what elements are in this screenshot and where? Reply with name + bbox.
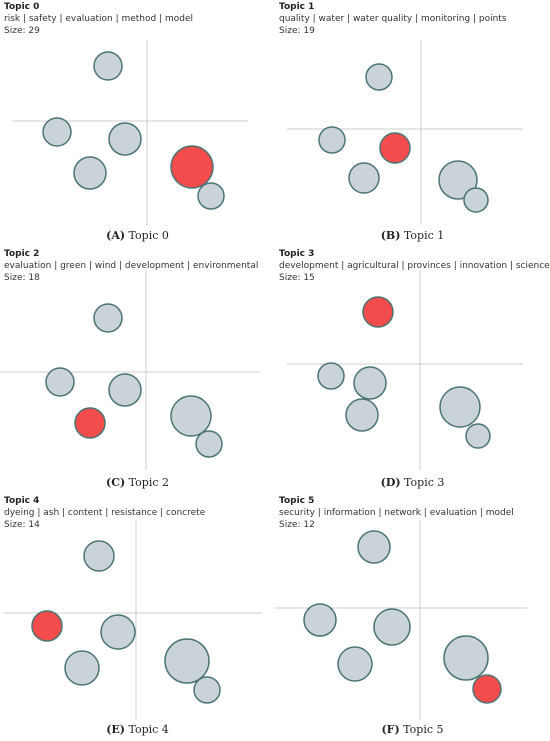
panel-letter: (B) [380, 229, 401, 242]
panel-keywords: evaluation | green | wind | development … [4, 261, 259, 271]
topic-plot [0, 270, 260, 470]
panel-caption-text: Topic 5 [399, 723, 444, 736]
topic-bubble [348, 162, 380, 194]
topic-bubble [193, 676, 221, 704]
panel-size: Size: 18 [4, 273, 40, 283]
topic-bubble [83, 540, 115, 572]
panel-caption: (A) Topic 0 [0, 229, 275, 242]
highlighted-topic-bubble [379, 132, 411, 164]
panel-caption-text: Topic 1 [400, 229, 445, 242]
highlighted-topic-bubble [31, 610, 63, 642]
panel-size: Size: 29 [4, 26, 40, 36]
panel-title: Topic 4 [4, 496, 40, 506]
topic-bubble [45, 367, 75, 397]
topic-bubble [73, 156, 107, 190]
topic-plot [4, 520, 262, 720]
panel-letter: (E) [106, 723, 125, 736]
topic-bubble [195, 430, 223, 458]
topic-plot [12, 40, 248, 225]
panel-caption: (E) Topic 4 [0, 723, 275, 736]
panel-caption-text: Topic 0 [125, 229, 169, 242]
topic-bubble [353, 366, 387, 400]
topic-bubble [439, 386, 481, 428]
panel-letter: (F) [381, 723, 400, 736]
panel-caption: (B) Topic 1 [275, 229, 550, 242]
topic-bubble [170, 395, 212, 437]
topic-bubble [197, 182, 225, 210]
topic-plot [275, 520, 527, 720]
topic-bubble [108, 122, 142, 156]
panel-keywords: development | agricultural | provinces |… [279, 261, 550, 271]
panel-caption-text: Topic 2 [125, 476, 169, 489]
topic-panel: Topic 5 security | information | network … [275, 494, 550, 741]
panel-letter: (D) [380, 476, 401, 489]
panel-title: Topic 3 [279, 249, 315, 259]
topic-bubble [164, 638, 210, 684]
panel-keywords: security | information | network | evalu… [279, 508, 514, 518]
topic-bubble [357, 530, 391, 564]
topic-panel: Topic 3 development | agricultural | prov… [275, 247, 550, 494]
panel-caption-text: Topic 3 [400, 476, 445, 489]
topic-bubble [465, 423, 491, 449]
panel-size: Size: 19 [279, 26, 315, 36]
topic-bubble [42, 117, 72, 147]
panel-title: Topic 2 [4, 249, 40, 259]
topic-bubble [443, 635, 489, 681]
panel-keywords: risk | safety | evaluation | method | mo… [4, 14, 193, 24]
panel-size: Size: 12 [279, 520, 315, 530]
topic-bubble [345, 398, 379, 432]
panel-letter: (A) [106, 229, 126, 242]
topic-panel: Topic 4 dyeing | ash | content | resistan… [0, 494, 275, 741]
panel-title: Topic 5 [279, 496, 315, 506]
panel-keywords: quality | water | water quality | monito… [279, 14, 507, 24]
topic-panel: Topic 0 risk | safety | evaluation | meth… [0, 0, 275, 247]
highlighted-topic-bubble [472, 674, 502, 704]
topic-bubble [100, 614, 136, 650]
panel-letter: (C) [106, 476, 126, 489]
topic-bubble [365, 63, 393, 91]
topic-plot [287, 40, 523, 225]
panel-caption: (C) Topic 2 [0, 476, 275, 489]
topic-bubble [93, 51, 123, 81]
panel-caption: (D) Topic 3 [275, 476, 550, 489]
panel-title: Topic 0 [4, 2, 40, 12]
topic-bubble [438, 160, 478, 200]
highlighted-topic-bubble [170, 145, 214, 189]
panel-title: Topic 1 [279, 2, 315, 12]
topic-bubble [303, 603, 337, 637]
topic-panel: Topic 1 quality | water | water quality |… [275, 0, 550, 247]
panel-size: Size: 14 [4, 520, 40, 530]
topic-bubble [463, 187, 489, 213]
topic-bubble [108, 373, 142, 407]
topic-bubble [93, 303, 123, 333]
topic-bubble [64, 650, 100, 686]
highlighted-topic-bubble [362, 296, 394, 328]
topic-bubble [373, 608, 411, 646]
topic-bubble [318, 126, 346, 154]
topic-panel: Topic 2 evaluation | green | wind | devel… [0, 247, 275, 494]
panel-size: Size: 15 [279, 273, 315, 283]
panel-caption-text: Topic 4 [124, 723, 169, 736]
panel-caption: (F) Topic 5 [275, 723, 550, 736]
topic-bubble [337, 646, 373, 682]
panel-keywords: dyeing | ash | content | resistance | co… [4, 508, 206, 518]
topic-plot [287, 270, 523, 470]
highlighted-topic-bubble [74, 407, 106, 439]
topic-bubble [317, 362, 345, 390]
